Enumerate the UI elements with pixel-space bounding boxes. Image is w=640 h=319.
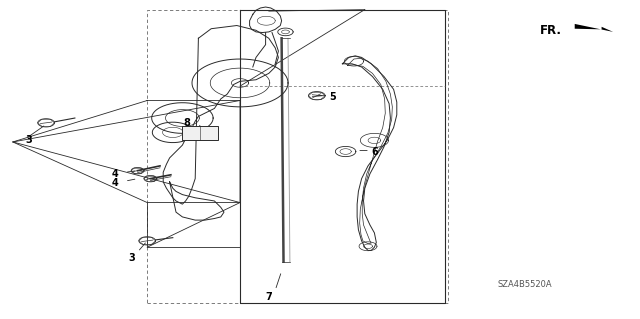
Text: 4: 4 — [112, 178, 119, 189]
Text: 3: 3 — [128, 253, 135, 263]
Text: 5: 5 — [330, 92, 337, 102]
Text: 3: 3 — [26, 135, 33, 145]
Bar — [182, 126, 218, 140]
Bar — [147, 10, 448, 303]
Text: 6: 6 — [371, 146, 378, 157]
Text: 4: 4 — [112, 169, 119, 179]
Polygon shape — [575, 24, 613, 32]
Text: FR.: FR. — [540, 24, 562, 37]
Text: 8: 8 — [184, 118, 191, 128]
Text: 7: 7 — [266, 292, 273, 302]
Text: SZA4B5520A: SZA4B5520A — [497, 280, 552, 289]
